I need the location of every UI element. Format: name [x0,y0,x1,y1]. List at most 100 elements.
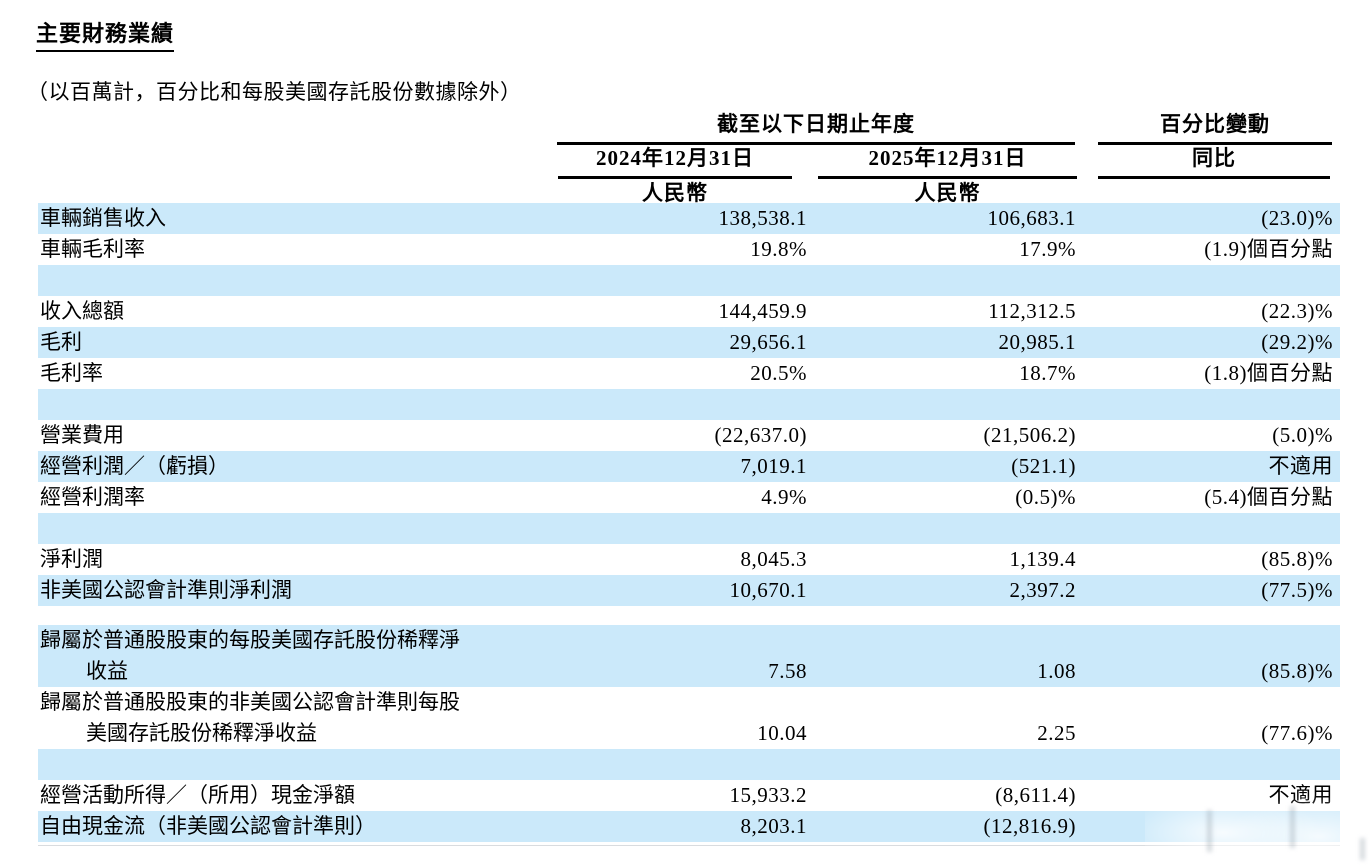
cell-2025: 20,985.1 [998,330,1076,354]
cell-2025: 17.9% [1019,237,1076,261]
cell-2024: 8,045.3 [740,547,807,571]
cell-2025: 1.08 [1037,659,1076,683]
currency-label-2025: 人民幣 [914,181,981,205]
table-row: 毛利 29,656.1 20,985.1 (29.2)% [38,327,1340,358]
row-label-line1: 自由現金流（非美國公認會計準則） [40,814,376,838]
row-label-line1: 經營利潤率 [40,485,145,509]
table-bottom-rule [38,845,1340,846]
units-note: （以百萬計，百分比和每股美國存託股份數據除外） [27,80,522,104]
table-row: 自由現金流（非美國公認會計準則） 8,203.1 (12,816.9) [38,811,1340,842]
table-row: 車輛毛利率 19.8% 17.9% (1.9)個百分點 [38,234,1340,265]
cell-yoy: (29.2)% [1261,330,1333,354]
row-label-line1: 毛利率 [40,361,103,385]
cell-2024: 138,538.1 [718,206,807,230]
row-label: 經營利潤率 [38,482,559,513]
row-label: 淨利潤 [38,544,559,575]
table-row: 車輛銷售收入 138,538.1 106,683.1 (23.0)% [38,203,1340,234]
row-label-line1: 經營利潤／（虧損） [40,454,229,478]
spacer-row [38,606,1340,625]
table-row: 淨利潤 8,045.3 1,139.4 (85.8)% [38,544,1340,575]
cell-2024: 4.9% [761,485,807,509]
cell-yoy: (1.8)個百分點 [1204,361,1333,385]
cell-yoy [1076,811,1340,842]
page-title: 主要財務業績 [36,16,175,52]
cell-2025: (21,506.2) [983,423,1076,447]
table-row: 收入總額 144,459.9 112,312.5 (22.3)% [38,296,1340,327]
cell-2024: 20.5% [750,361,807,385]
cell-yoy: (22.3)% [1261,299,1333,323]
table-row: 經營活動所得／（所用）現金淨額 15,933.2 (8,611.4) 不適用 [38,780,1340,811]
row-label: 毛利 [38,327,559,358]
row-label-line1: 非美國公認會計準則淨利潤 [40,578,292,602]
currency-label-2024: 人民幣 [642,181,708,205]
table-row: 歸屬於普通股股東的非美國公認會計準則每股美國存託股份稀釋淨收益 10.04 2.25… [38,687,1340,749]
spacer-row [38,265,1340,296]
row-label-line2: 美國存託股份稀釋淨收益 [86,721,317,745]
cell-2025: 2,397.2 [1009,578,1076,602]
col-header-2025: 2025年12月31日 [818,142,1077,179]
row-label-line1: 車輛毛利率 [40,237,145,261]
cell-2024: 19.8% [750,237,807,261]
row-label-line1: 淨利潤 [40,547,103,571]
cell-yoy: 不適用 [1268,454,1333,478]
cell-2024: 10,670.1 [729,578,807,602]
cell-2025: (8,611.4) [995,783,1076,807]
table-row: 非美國公認會計準則淨利潤 10,670.1 2,397.2 (77.5)% [38,575,1340,606]
row-label: 毛利率 [38,358,559,389]
cell-yoy: (5.0)% [1272,423,1333,447]
cell-2025: (521.1) [1011,454,1076,478]
change-group-header: 百分比變動 [1098,108,1332,145]
cell-2024: (22,637.0) [714,423,807,447]
row-label: 自由現金流（非美國公認會計準則） [38,811,559,842]
cell-yoy: (77.6)% [1261,721,1333,745]
cell-2024: 7.58 [768,659,807,683]
table-row: 毛利率 20.5% 18.7% (1.8)個百分點 [38,358,1340,389]
row-label: 營業費用 [38,420,559,451]
cell-2025: 18.7% [1019,361,1076,385]
spacer-row [38,513,1340,544]
row-label-line1: 收入總額 [40,299,124,323]
cell-yoy: (23.0)% [1261,206,1333,230]
cell-2024: 7,019.1 [740,454,807,478]
cell-2024: 15,933.2 [729,783,807,807]
cell-2025: 2.25 [1037,721,1076,745]
cell-2024: 29,656.1 [729,330,807,354]
cell-yoy: (77.5)% [1261,578,1333,602]
financial-table-body: 車輛銷售收入 138,538.1 106,683.1 (23.0)% 車輛毛利率 19.8… [38,203,1340,842]
row-label: 歸屬於普通股股東的非美國公認會計準則每股美國存託股份稀釋淨收益 [38,687,559,749]
row-label: 經營活動所得／（所用）現金淨額 [38,780,559,811]
cell-yoy: 不適用 [1268,783,1333,807]
cell-yoy: (1.9)個百分點 [1204,237,1333,261]
cell-2024: 144,459.9 [718,299,807,323]
row-label-line1: 經營活動所得／（所用）現金淨額 [40,783,355,807]
cell-2025: 112,312.5 [988,299,1076,323]
cell-yoy: (85.8)% [1261,659,1333,683]
spacer-row [38,749,1340,780]
row-label-line2: 收益 [86,659,128,683]
row-label-line1: 毛利 [40,330,82,354]
cell-yoy: (85.8)% [1261,547,1333,571]
row-label-line1: 歸屬於普通股股東的每股美國存託股份稀釋淨 [40,628,460,652]
table-row: 經營利潤／（虧損） 7,019.1 (521.1) 不適用 [38,451,1340,482]
watermark-streak [1360,838,1365,860]
row-label: 歸屬於普通股股東的每股美國存託股份稀釋淨收益 [38,625,559,687]
col-header-yoy: 同比 [1098,142,1330,179]
row-label-line1: 車輛銷售收入 [40,206,166,230]
period-group-header: 截至以下日期止年度 [557,108,1075,145]
table-row: 經營利潤率 4.9% (0.5)% (5.4)個百分點 [38,482,1340,513]
spacer-row [38,389,1340,420]
cell-yoy: (5.4)個百分點 [1204,485,1333,509]
cell-2024: 8,203.1 [740,814,807,838]
cell-2024: 10.04 [757,721,807,745]
row-label: 車輛毛利率 [38,234,559,265]
row-label: 收入總額 [38,296,559,327]
table-row: 營業費用 (22,637.0) (21,506.2) (5.0)% [38,420,1340,451]
row-label-line1: 歸屬於普通股股東的非美國公認會計準則每股 [40,690,460,714]
table-row: 歸屬於普通股股東的每股美國存託股份稀釋淨收益 7.58 1.08 (85.8)% [38,625,1340,687]
cell-2025: 106,683.1 [987,206,1076,230]
cell-2025: (0.5)% [1015,485,1076,509]
cell-2025: (12,816.9) [983,814,1076,838]
row-label: 車輛銷售收入 [38,203,559,234]
col-header-2024: 2024年12月31日 [558,142,792,179]
